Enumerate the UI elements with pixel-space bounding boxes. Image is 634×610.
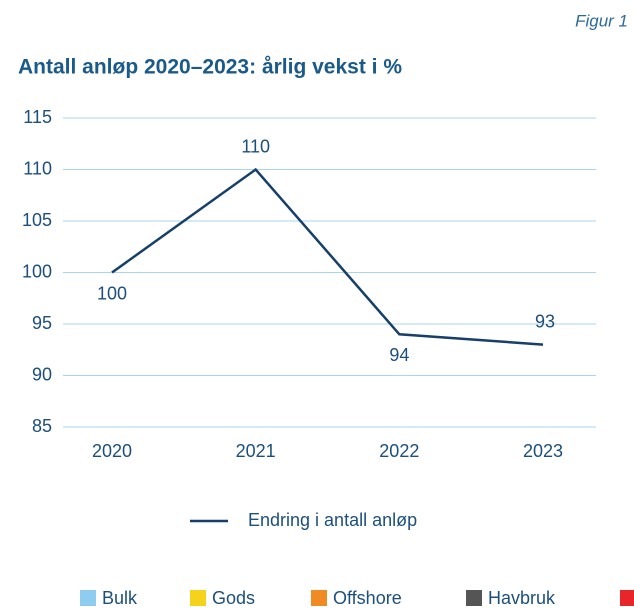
legend-swatch [311,590,327,606]
x-tick-label: 2022 [379,441,419,461]
y-tick-label: 115 [23,107,52,127]
y-tick-label: 110 [23,158,52,178]
y-tick-label: 90 [32,364,52,384]
y-tick-label: 95 [32,313,52,333]
legend-label: Havbruk [488,588,556,608]
legend-label: Endring i antall anløp [248,510,417,530]
legend-label: Gods [212,588,255,608]
x-tick-label: 2020 [92,441,132,461]
legend-swatch [620,590,634,606]
legend-swatch [80,590,96,606]
y-tick-label: 105 [22,210,52,230]
figure-label: Figur 1 [575,11,628,30]
x-tick-label: 2023 [523,441,563,461]
legend-swatch [190,590,206,606]
data-label: 100 [97,283,127,303]
legend-label: Bulk [102,588,138,608]
data-label: 93 [535,311,555,331]
line [111,167,544,346]
y-tick-label: 85 [32,416,52,436]
data-label: 94 [389,345,409,365]
data-label: 110 [241,136,270,156]
chart-title: Antall anløp 2020–2023: årlig vekst i % [18,56,402,79]
legend-swatch [466,590,482,606]
x-tick-label: 2021 [236,441,276,461]
legend-label: Offshore [333,588,402,608]
y-tick-label: 100 [22,261,52,281]
